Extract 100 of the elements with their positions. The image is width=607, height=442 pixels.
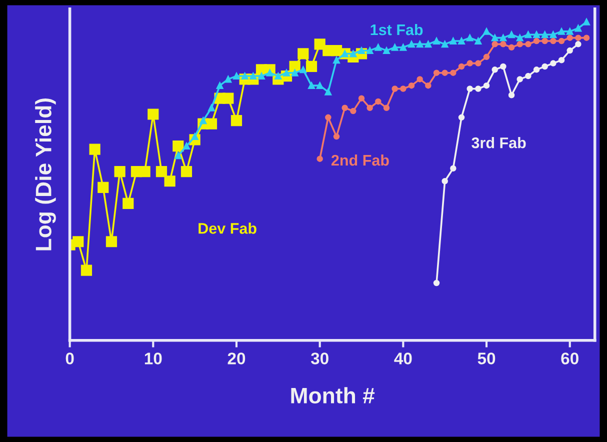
point xyxy=(492,66,498,73)
point xyxy=(350,108,356,114)
point xyxy=(433,280,440,286)
x-tick-label: 0 xyxy=(66,352,74,364)
point xyxy=(316,156,323,162)
x-tick-label: 30 xyxy=(310,352,328,364)
point xyxy=(525,72,532,80)
point xyxy=(575,41,582,48)
x-tick-label: 60 xyxy=(561,352,578,364)
point xyxy=(566,47,573,54)
point xyxy=(583,34,590,41)
point xyxy=(316,82,324,90)
y-axis-title: Log (Die Yield) xyxy=(35,98,56,250)
point xyxy=(574,24,582,32)
point xyxy=(516,41,523,48)
point xyxy=(541,31,548,38)
point xyxy=(408,40,415,48)
point xyxy=(475,86,482,92)
point xyxy=(98,182,109,194)
point xyxy=(208,104,215,112)
series-label: 1st Fab xyxy=(370,24,423,36)
point xyxy=(114,166,126,178)
point xyxy=(466,86,473,92)
point xyxy=(122,198,134,209)
point xyxy=(483,82,490,89)
point xyxy=(525,41,532,48)
point xyxy=(342,104,348,111)
point xyxy=(483,28,490,35)
point xyxy=(542,63,548,70)
point xyxy=(424,40,432,48)
point xyxy=(258,72,265,80)
point xyxy=(516,76,523,82)
point xyxy=(375,98,382,105)
point xyxy=(425,82,432,89)
point xyxy=(433,70,440,76)
point xyxy=(508,92,515,98)
point xyxy=(233,72,240,80)
point xyxy=(475,60,482,66)
point xyxy=(298,48,309,60)
point xyxy=(500,63,506,70)
point xyxy=(383,104,390,111)
point xyxy=(325,114,332,121)
point xyxy=(500,41,506,48)
point xyxy=(392,86,398,92)
point xyxy=(383,47,390,54)
point xyxy=(458,63,465,70)
point xyxy=(533,38,540,44)
point xyxy=(442,178,448,184)
x-axis-title: Month # xyxy=(291,387,375,404)
point xyxy=(174,152,182,160)
point xyxy=(450,70,456,76)
point xyxy=(89,144,100,155)
x-tick-label: 50 xyxy=(478,352,496,364)
point xyxy=(80,264,92,276)
point xyxy=(542,38,548,44)
point xyxy=(164,176,176,187)
point xyxy=(450,38,457,44)
point xyxy=(533,66,540,73)
point xyxy=(172,140,184,152)
point xyxy=(206,118,218,130)
point xyxy=(416,76,423,82)
point xyxy=(558,38,565,44)
point xyxy=(374,44,382,51)
point xyxy=(442,70,448,76)
x-tick-label: 40 xyxy=(394,352,412,364)
point xyxy=(474,38,482,44)
point xyxy=(566,34,573,41)
point xyxy=(148,108,159,120)
point xyxy=(324,88,332,96)
point xyxy=(491,34,498,42)
point xyxy=(550,38,556,44)
point xyxy=(416,40,424,48)
point xyxy=(566,28,574,35)
point xyxy=(433,38,440,44)
point xyxy=(558,28,565,35)
point xyxy=(550,31,557,38)
point xyxy=(550,60,556,66)
point xyxy=(224,76,232,83)
point xyxy=(358,95,365,102)
point xyxy=(400,86,406,92)
point xyxy=(516,34,524,42)
point xyxy=(508,44,515,50)
point xyxy=(300,66,307,74)
point xyxy=(450,165,456,172)
point xyxy=(400,44,407,51)
point xyxy=(458,38,465,44)
point xyxy=(466,60,473,66)
point xyxy=(230,115,242,126)
point xyxy=(291,69,298,76)
point xyxy=(575,34,582,41)
point xyxy=(139,166,150,178)
point xyxy=(500,34,507,42)
point xyxy=(156,166,168,178)
point xyxy=(216,82,224,90)
point xyxy=(483,54,490,60)
point xyxy=(558,56,565,64)
point xyxy=(441,40,448,48)
point xyxy=(180,166,192,178)
point xyxy=(508,31,515,38)
point xyxy=(106,236,118,248)
